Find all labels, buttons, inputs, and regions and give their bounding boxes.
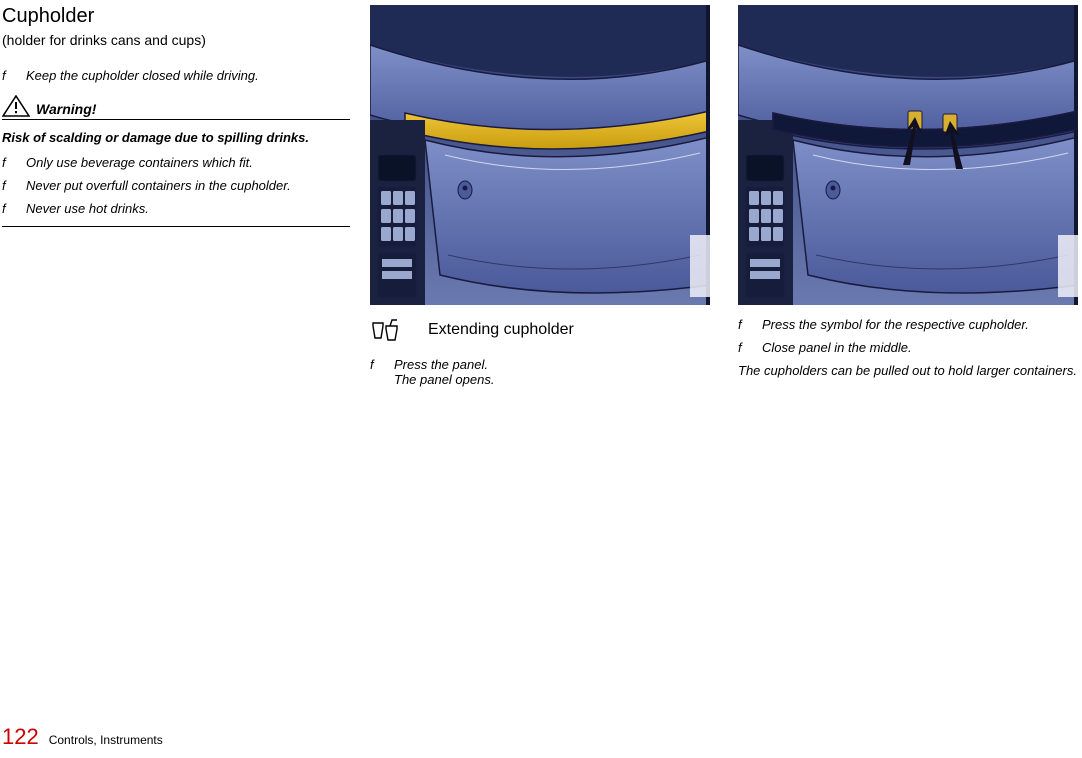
warning-risk: Risk of scalding or damage due to spilli… — [2, 130, 350, 145]
bullet-text: Only use beverage containers which fit. — [26, 155, 253, 170]
step-line-2: The panel opens. — [394, 372, 494, 387]
bullet-marker: f — [2, 201, 12, 216]
bullet-text: Keep the cupholder closed while driving. — [26, 68, 259, 83]
warning-label: Warning! — [36, 101, 96, 117]
bullet-marker: f — [738, 340, 748, 355]
bullet-marker: f — [370, 357, 380, 387]
step-close-panel: f Close panel in the middle. — [738, 340, 1082, 355]
bullet-keep: f Keep the cupholder closed while drivin… — [2, 68, 350, 83]
bullet-text: Never use hot drinks. — [26, 201, 149, 216]
illustration-panel-open: HS1-052 — [738, 5, 1078, 305]
divider — [2, 226, 350, 227]
bullet-marker: f — [2, 68, 12, 83]
section-title: Extending cupholder — [428, 321, 574, 339]
step-press-panel: f Press the panel. The panel opens. — [370, 357, 718, 387]
illustration-panel-closed: HS1-051 — [370, 5, 710, 305]
bullet-fit: f Only use beverage containers which fit… — [2, 155, 350, 170]
warning-heading: Warning! — [2, 95, 350, 120]
right-column: HS1-052 f Press the symbol for the respe… — [738, 5, 1082, 384]
section-heading: Extending cupholder — [370, 317, 718, 343]
bullet-marker: f — [738, 317, 748, 332]
section-name: Controls, Instruments — [49, 733, 163, 747]
step-press-symbol: f Press the symbol for the respective cu… — [738, 317, 1082, 332]
bullet-text: Close panel in the middle. — [762, 340, 912, 355]
bullet-text: Never put overfull containers in the cup… — [26, 178, 291, 193]
page-number: 122 — [2, 724, 39, 750]
cupholder-icon — [370, 317, 400, 343]
bullet-overfull: f Never put overfull containers in the c… — [2, 178, 350, 193]
bullet-marker: f — [2, 178, 12, 193]
page-subtitle: (holder for drinks cans and cups) — [2, 32, 350, 48]
step-line-1: Press the panel. — [394, 357, 488, 372]
page-title: Cupholder — [2, 5, 350, 28]
bullet-hot: f Never use hot drinks. — [2, 201, 350, 216]
middle-column: HS1-051 Extending cupholder f Press the … — [370, 5, 718, 395]
page-footer: 122 Controls, Instruments — [2, 724, 163, 750]
note-text: The cupholders can be pulled out to hold… — [738, 363, 1082, 378]
bullet-marker: f — [2, 155, 12, 170]
left-column: Cupholder (holder for drinks cans and cu… — [2, 5, 350, 237]
warning-triangle-icon — [2, 95, 30, 117]
bullet-text: Press the symbol for the respective cuph… — [762, 317, 1029, 332]
step-text: Press the panel. The panel opens. — [394, 357, 494, 387]
